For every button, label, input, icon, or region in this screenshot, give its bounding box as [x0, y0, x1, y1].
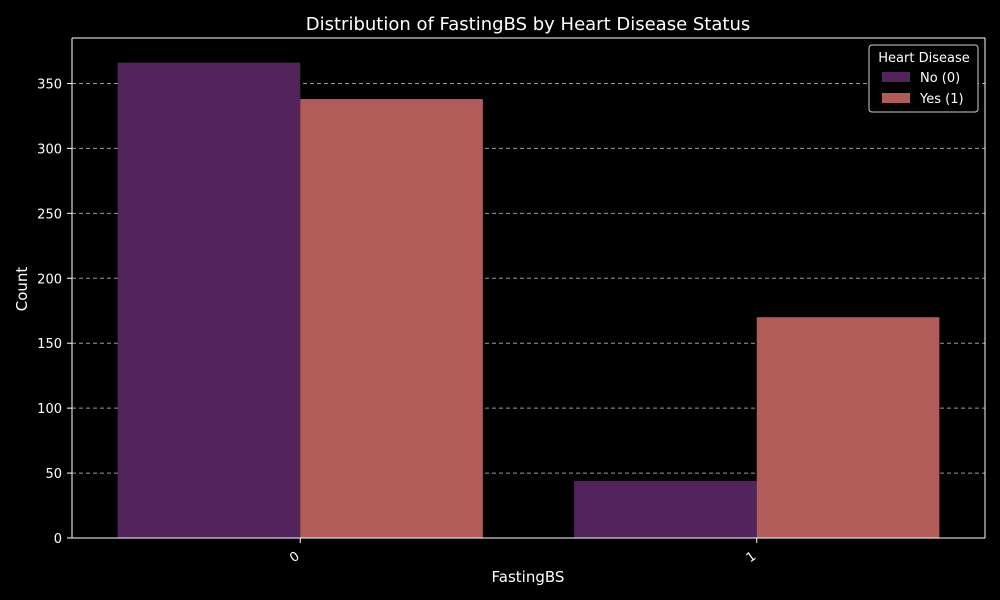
y-tick-label: 50: [45, 467, 62, 482]
bars: [117, 62, 940, 538]
y-tick-label: 0: [54, 532, 62, 547]
bar-yes-0: [300, 99, 483, 538]
y-tick-label: 350: [37, 77, 62, 92]
legend-label-no: No (0): [920, 71, 960, 86]
grid-lines: [72, 82, 985, 474]
y-axis-ticks: 0 50 100 150 200 250 300 350: [37, 77, 72, 547]
legend-label-yes: Yes (1): [919, 92, 964, 107]
y-tick-label: 250: [37, 207, 62, 222]
bar-yes-1: [756, 317, 940, 538]
x-axis-label: FastingBS: [492, 568, 565, 586]
legend-title: Heart Disease: [878, 51, 969, 66]
chart-title: Distribution of FastingBS by Heart Disea…: [306, 14, 750, 35]
y-tick-label: 150: [37, 337, 62, 352]
legend-swatch-no: [882, 72, 910, 82]
y-tick-label: 300: [37, 142, 62, 157]
axes-frame: [71, 37, 986, 539]
bar-no-0: [117, 62, 301, 538]
y-axis-label: Count: [13, 267, 31, 312]
legend-swatch-yes: [882, 93, 910, 103]
y-tick-label: 100: [37, 402, 62, 417]
y-tick-label: 200: [37, 272, 62, 287]
legend: Heart Disease No (0) Yes (1): [868, 44, 979, 113]
bar-no-1: [574, 480, 757, 538]
